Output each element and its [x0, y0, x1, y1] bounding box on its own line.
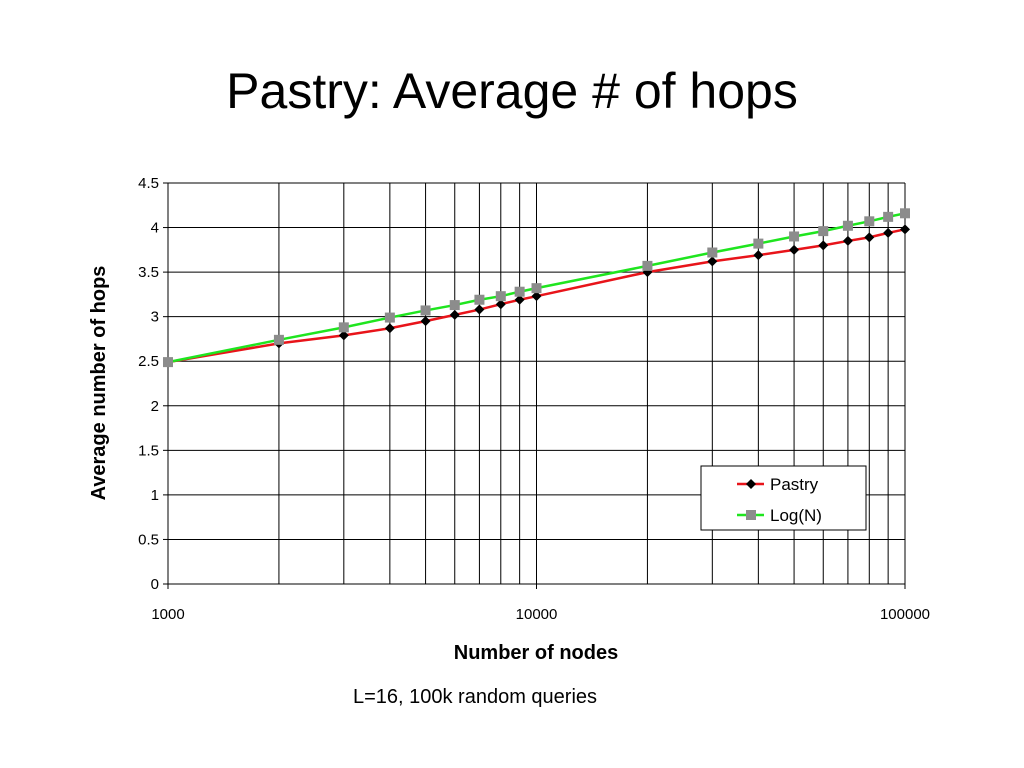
y-tick-label: 2.5 — [138, 353, 159, 370]
data-point — [420, 305, 431, 316]
y-tick-label: 4 — [151, 220, 159, 237]
slide-title: Pastry: Average # of hops — [226, 63, 798, 119]
data-point — [642, 260, 653, 271]
y-tick-label: 3.5 — [138, 264, 159, 281]
data-point — [514, 294, 525, 305]
series-log-n — [163, 208, 910, 368]
data-point — [883, 211, 894, 222]
legend-marker — [746, 479, 756, 489]
chart-axes: 0 0.5 1 1.5 2 2.5 3 3.5 4 4.5 1000 10000 100000 — [138, 175, 930, 623]
data-point — [449, 300, 460, 311]
data-point — [900, 208, 910, 219]
data-point — [531, 283, 542, 294]
data-point — [514, 286, 525, 297]
data-point — [495, 299, 506, 310]
data-point — [449, 309, 460, 320]
legend-marker — [746, 510, 756, 520]
data-point — [163, 357, 173, 368]
data-point — [531, 291, 542, 302]
y-tick-label: 0.5 — [138, 531, 159, 548]
data-point — [753, 238, 764, 249]
data-point — [384, 312, 395, 323]
y-tick-label: 3 — [151, 309, 159, 326]
y-tick-label: 1 — [151, 487, 159, 504]
y-tick-label: 0 — [151, 576, 159, 593]
data-point — [818, 226, 829, 237]
x-tick-label: 100000 — [880, 606, 930, 623]
y-axis-title: Average number of hops — [88, 266, 110, 501]
chart-series — [163, 208, 910, 368]
y-tick-label: 1.5 — [138, 442, 159, 459]
data-point — [753, 250, 764, 261]
chart-caption: L=16, 100k random queries — [352, 686, 598, 708]
x-tick-label: 1000 — [151, 606, 184, 623]
data-point — [338, 322, 349, 333]
data-point — [900, 224, 910, 235]
data-point — [384, 323, 395, 334]
legend-label: Pastry — [770, 475, 819, 494]
data-point — [818, 240, 829, 251]
data-point — [338, 330, 349, 341]
data-point — [474, 304, 485, 315]
data-point — [789, 244, 800, 255]
data-point — [842, 235, 853, 246]
data-point — [707, 247, 718, 258]
data-point — [883, 227, 894, 238]
data-point — [495, 291, 506, 302]
x-tick-label: 10000 — [516, 606, 558, 623]
legend-label: Log(N) — [770, 506, 822, 525]
data-point — [273, 334, 284, 345]
y-tick-label: 2 — [151, 398, 159, 415]
data-point — [864, 232, 875, 243]
data-point — [864, 216, 875, 227]
x-axis-title: Number of nodes — [454, 642, 618, 664]
data-point — [789, 231, 800, 242]
data-point — [420, 316, 431, 327]
y-tick-label: 4.5 — [138, 175, 159, 192]
data-point — [842, 220, 853, 231]
data-point — [707, 256, 718, 267]
data-point — [474, 294, 485, 305]
chart-legend: Pastry Log(N) — [700, 465, 867, 531]
legend-box — [700, 465, 867, 531]
